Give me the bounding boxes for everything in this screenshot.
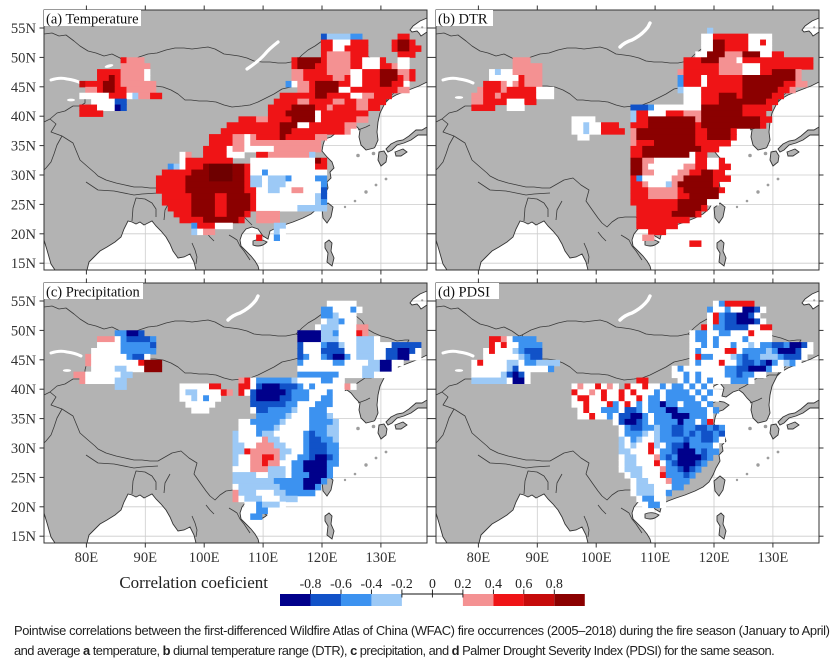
- svg-text:(c) Precipitation: (c) Precipitation: [46, 285, 141, 301]
- svg-text:50N: 50N: [11, 323, 37, 339]
- svg-text:55N: 55N: [11, 21, 37, 37]
- svg-text:130E: 130E: [365, 550, 396, 566]
- svg-text:100E: 100E: [581, 550, 612, 566]
- svg-text:130E: 130E: [757, 550, 788, 566]
- svg-text:-0.8: -0.8: [300, 576, 322, 591]
- svg-text:110E: 110E: [248, 550, 278, 566]
- svg-text:(d) PDSI: (d) PDSI: [438, 285, 490, 301]
- svg-text:0.4: 0.4: [485, 576, 502, 591]
- svg-text:25N: 25N: [11, 470, 37, 486]
- svg-text:80E: 80E: [467, 550, 491, 566]
- svg-text:120E: 120E: [307, 550, 338, 566]
- svg-text:35N: 35N: [11, 412, 37, 428]
- svg-text:20N: 20N: [11, 227, 37, 243]
- svg-text:90E: 90E: [526, 550, 550, 566]
- svg-text:45N: 45N: [11, 80, 37, 96]
- svg-text:(a) Temperature: (a) Temperature: [46, 12, 139, 28]
- svg-text:20N: 20N: [11, 500, 37, 516]
- svg-text:45N: 45N: [11, 353, 37, 369]
- svg-text:-0.2: -0.2: [391, 576, 413, 591]
- svg-text:40N: 40N: [11, 109, 37, 125]
- svg-text:110E: 110E: [640, 550, 670, 566]
- svg-text:(b) DTR: (b) DTR: [438, 12, 488, 28]
- svg-text:0.2: 0.2: [454, 576, 471, 591]
- svg-text:30N: 30N: [11, 441, 37, 457]
- svg-text:100E: 100E: [189, 550, 220, 566]
- svg-text:15N: 15N: [11, 256, 37, 272]
- svg-text:50N: 50N: [11, 50, 37, 66]
- svg-text:25N: 25N: [11, 197, 37, 213]
- svg-text:55N: 55N: [11, 294, 37, 310]
- svg-text:Correlation coeficient: Correlation coeficient: [119, 573, 268, 592]
- svg-text:-0.4: -0.4: [360, 576, 382, 591]
- svg-text:30N: 30N: [11, 168, 37, 184]
- svg-text:35N: 35N: [11, 139, 37, 155]
- svg-text:120E: 120E: [699, 550, 730, 566]
- svg-text:40N: 40N: [11, 382, 37, 398]
- svg-text:90E: 90E: [134, 550, 158, 566]
- svg-text:15N: 15N: [11, 529, 37, 545]
- svg-text:0: 0: [429, 576, 436, 591]
- svg-text:0.8: 0.8: [546, 576, 563, 591]
- svg-text:80E: 80E: [75, 550, 99, 566]
- svg-text:-0.6: -0.6: [330, 576, 352, 591]
- svg-text:0.6: 0.6: [515, 576, 532, 591]
